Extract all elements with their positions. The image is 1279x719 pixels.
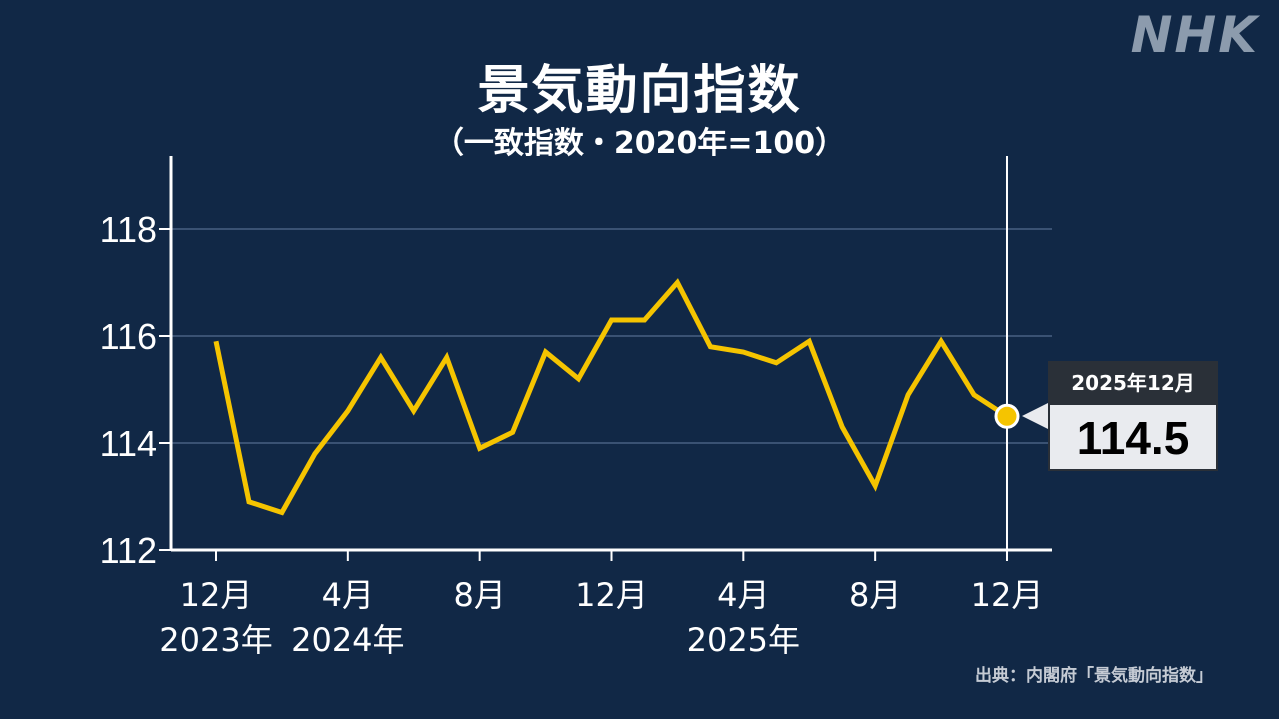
x-tick-label-year: 2025年 (687, 621, 800, 659)
x-tick-label-month: 8月 (849, 576, 901, 614)
highlight-point (994, 403, 1020, 429)
x-tick-label-month: 12月 (971, 576, 1044, 614)
chart-title: 景気動向指数 (477, 61, 802, 121)
x-axis-ticks: 12月 2023年 4月 2024年 8月 12月 4月 2025年 8月 12月 (159, 550, 1043, 659)
y-axis-ticks: 112 114 116 118 (100, 209, 171, 571)
y-tick-label: 116 (100, 316, 157, 357)
axes (169, 156, 1052, 552)
x-tick-label-year: 2023年 (159, 621, 272, 659)
y-tick-label: 114 (100, 423, 157, 464)
callout-value: 114.5 (1048, 405, 1218, 471)
y-tick-label: 112 (100, 530, 157, 571)
value-callout: 2025年12月 114.5 (1048, 361, 1218, 471)
y-tick-label: 118 (100, 209, 157, 250)
x-tick-label-month: 12月 (575, 576, 648, 614)
nhk-logo: NHK (1130, 6, 1259, 64)
x-tick-label-month: 4月 (717, 576, 769, 614)
grid-lines (171, 228, 1052, 444)
callout-pointer (1022, 402, 1050, 430)
x-tick-label-month: 8月 (453, 576, 505, 614)
x-tick-label-year: 2024年 (291, 621, 404, 659)
x-tick-label-month: 4月 (322, 576, 374, 614)
source-note: 出典：内閣府「景気動向指数」 (975, 666, 1213, 686)
series-line (213, 278, 1009, 516)
chart-subtitle: （一致指数・2020年=100） (433, 126, 846, 161)
x-tick-label-month: 12月 (180, 576, 253, 614)
callout-date: 2025年12月 (1048, 361, 1218, 405)
